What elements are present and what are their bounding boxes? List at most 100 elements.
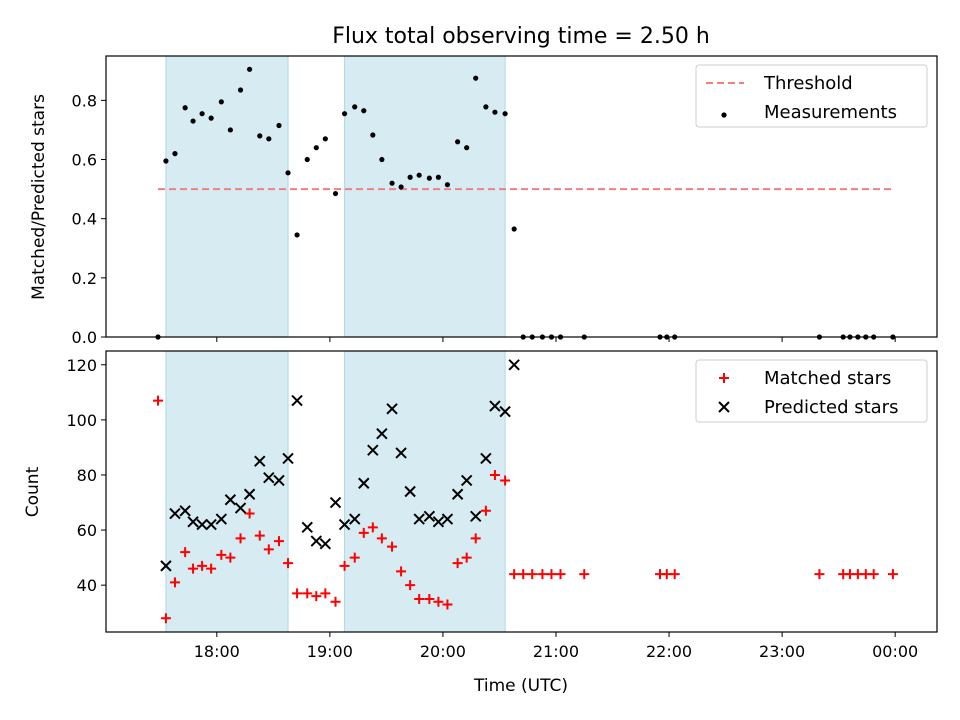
- predicted-star-point: [187, 516, 199, 528]
- measurement-point: [266, 136, 272, 142]
- predicted-star-point: [338, 518, 351, 531]
- predicted-star-point: [254, 455, 266, 467]
- matched-star-point: [206, 563, 217, 574]
- matched-star-point: [188, 563, 199, 574]
- predicted-star-point: [205, 518, 217, 531]
- bottom-shaded-interval-0: [165, 350, 289, 633]
- measurement-point: [352, 104, 358, 110]
- measurement-point: [455, 139, 461, 145]
- bottom-x-tick-label: 23:00: [759, 642, 805, 661]
- measurement-point: [313, 145, 319, 151]
- predicted-star-point: [319, 538, 332, 550]
- matched-star-point: [283, 558, 294, 569]
- legend-measurement-swatch: [721, 112, 727, 118]
- matched-star-point: [887, 569, 898, 580]
- measurement-point: [237, 87, 244, 93]
- matched-star-point: [500, 475, 511, 486]
- top-y-tick-label: 0.6: [72, 151, 97, 170]
- predicted-star-point: [413, 513, 425, 525]
- matched-star-point: [358, 527, 369, 538]
- top-panel: 0.0 0.2 0.4 0.6 0.8 Threshold Measurements: [72, 55, 938, 347]
- predicted-star-point: [196, 518, 208, 531]
- bottom-x-tick-label: 20:00: [420, 642, 466, 661]
- top-y-axis-label: Matched/Predicted stars: [29, 94, 49, 300]
- matched-star-point: [669, 569, 680, 580]
- predicted-star-point: [160, 560, 172, 572]
- measurement-point: [294, 232, 300, 238]
- matched-star-point: [470, 533, 481, 544]
- predicted-star-point: [263, 472, 275, 484]
- matched-star-point: [263, 544, 274, 555]
- top-legend-label: Measurements: [764, 102, 897, 123]
- bottom-y-tick-label: 100: [66, 411, 97, 430]
- measurement-point: [464, 145, 470, 151]
- measurement-point: [435, 174, 441, 180]
- predicted-star-point: [329, 496, 342, 509]
- measurement-point: [163, 158, 169, 164]
- matched-star-point: [405, 580, 416, 591]
- matched-star-point: [414, 593, 425, 604]
- top-y-tick-label: 0.2: [72, 269, 97, 288]
- matched-star-point: [461, 552, 472, 563]
- predicted-star-point: [451, 488, 464, 500]
- bottom-x-tick-label: 18:00: [194, 642, 240, 661]
- predicted-star-point: [310, 535, 323, 547]
- matched-star-point: [546, 569, 557, 580]
- matched-star-point: [442, 599, 453, 610]
- measurement-point: [199, 111, 205, 117]
- predicted-star-point: [291, 394, 303, 407]
- measurement-point: [341, 111, 348, 117]
- predicted-star-point: [358, 477, 370, 489]
- bottom-y-tick-label: 40: [77, 576, 97, 595]
- measurement-point: [473, 75, 479, 81]
- matched-star-point: [292, 588, 303, 599]
- matched-star-point: [339, 560, 350, 571]
- bottom-y-tick-label: 80: [77, 466, 97, 485]
- x-axis-label: Time (UTC): [473, 676, 568, 696]
- matched-star-point: [433, 596, 444, 607]
- matched-star-point: [868, 569, 879, 580]
- matched-star-point: [180, 547, 191, 558]
- predicted-star-point: [404, 485, 416, 498]
- predicted-star-point: [224, 494, 237, 506]
- matched-star-point: [349, 552, 360, 563]
- bottom-x-tick-label: 22:00: [646, 642, 692, 661]
- predicted-star-point: [432, 516, 445, 528]
- matched-star-point: [489, 469, 500, 480]
- matched-star-point: [579, 569, 590, 580]
- measurement-point: [407, 174, 413, 180]
- legend-predicted-swatch: [718, 401, 730, 413]
- measurement-point: [492, 109, 498, 115]
- measurement-point: [444, 182, 451, 188]
- measurement-point: [502, 111, 508, 117]
- legend-matched-swatch: [719, 373, 729, 383]
- matched-star-point: [311, 591, 322, 602]
- matched-star-point: [367, 522, 378, 533]
- predicted-star-point: [423, 510, 436, 523]
- measurement-point: [483, 104, 489, 110]
- predicted-star-point: [179, 505, 191, 517]
- matched-star-point: [244, 508, 255, 519]
- top-legend-box: [695, 64, 928, 128]
- bottom-x-tick-label: 00:00: [872, 642, 918, 661]
- measurement-point: [426, 175, 432, 181]
- matched-star-point: [814, 569, 825, 580]
- chart-title: Flux total observing time = 2.50 h: [332, 24, 710, 49]
- top-y-tick-label: 0.0: [72, 328, 97, 347]
- predicted-star-point: [480, 452, 492, 465]
- matched-star-point: [555, 569, 566, 580]
- measurement-point: [276, 122, 282, 129]
- measurement-point: [332, 190, 339, 197]
- matched-star-point: [452, 558, 463, 569]
- measurement-point: [511, 226, 517, 232]
- predicted-star-point: [243, 488, 256, 500]
- predicted-star-point: [489, 400, 501, 412]
- bottom-shaded-interval-1: [344, 350, 506, 633]
- predicted-star-point: [367, 444, 379, 456]
- measurement-point: [182, 105, 188, 111]
- matched-star-point: [509, 569, 520, 580]
- predicted-star-point: [508, 359, 520, 371]
- matched-star-point: [518, 569, 529, 580]
- predicted-star-point: [441, 513, 454, 525]
